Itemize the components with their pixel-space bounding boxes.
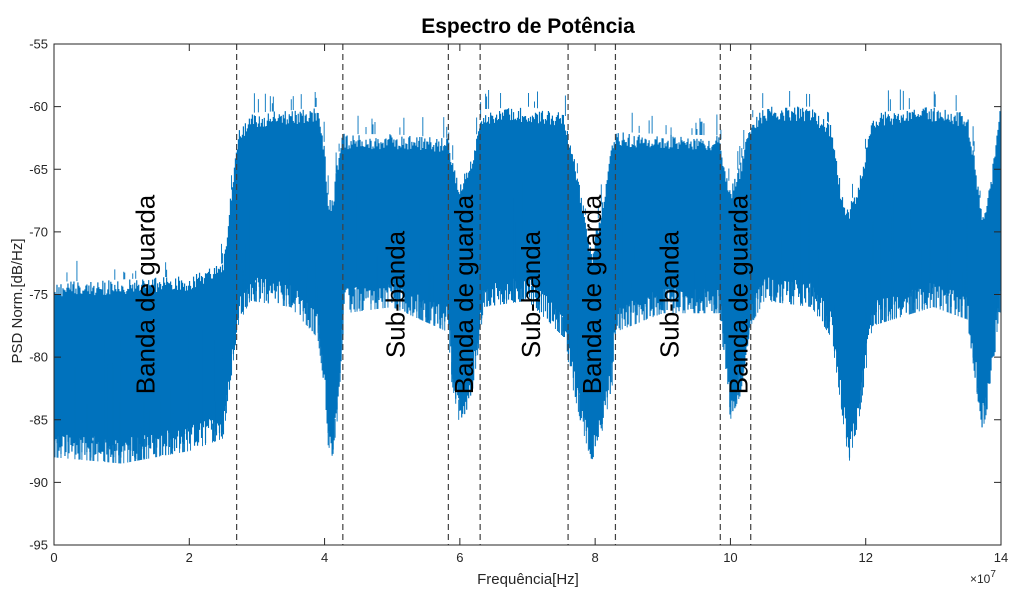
band-annotation-label: Sub-banda <box>381 230 411 358</box>
y-tick-label: -70 <box>29 224 48 239</box>
x-tick-label: 6 <box>456 550 463 565</box>
y-tick-label: -55 <box>29 37 48 52</box>
y-tick-label: -80 <box>29 350 48 365</box>
band-annotations: Banda de guarda Sub-banda Banda de guarda S… <box>130 194 753 394</box>
band-divider-lines <box>236 44 752 545</box>
band-annotation-label: Sub-banda <box>655 230 685 358</box>
x-tick-label: 12 <box>858 550 872 565</box>
y-tick-label: -65 <box>29 162 48 177</box>
plot-area <box>54 89 1001 464</box>
x-tick-label: 10 <box>723 550 737 565</box>
x-tick-label: 8 <box>592 550 599 565</box>
chart-title: Espectro de Potência <box>421 15 635 38</box>
band-annotation-label: Banda de guarda <box>577 194 607 394</box>
y-tick-label: -75 <box>29 287 48 302</box>
band-annotation-label: Banda de guarda <box>449 194 479 394</box>
y-tick-label: -90 <box>29 475 48 490</box>
x-tick-label: 2 <box>186 550 193 565</box>
x-axis-scale-exponent: 7 <box>990 569 996 580</box>
x-axis-scale-base: ×10 <box>970 572 991 586</box>
x-axis-label: Frequência[Hz] <box>477 571 579 588</box>
spectrum-spike-line <box>54 89 1001 464</box>
x-tick-label: 0 <box>50 550 57 565</box>
axes: 0 2 4 6 8 10 12 14 -95 -90 -85 -80 -75 -70 -65 -60 -55 <box>29 37 1008 566</box>
y-tick-label: -85 <box>29 412 48 427</box>
x-tick-label: 14 <box>994 550 1008 565</box>
y-axis-label: PSD Norm.[dB/Hz] <box>9 238 26 363</box>
x-tick-label: 4 <box>321 550 328 565</box>
y-tick-label: -95 <box>29 538 48 553</box>
x-axis-scale-factor: ×107 <box>970 569 996 586</box>
spectrum-series <box>54 89 1001 464</box>
band-annotation-label: Sub-banda <box>516 230 546 358</box>
spectrum-core-line <box>54 106 1001 462</box>
y-tick-label: -60 <box>29 99 48 114</box>
band-annotation-label: Banda de guarda <box>724 194 754 394</box>
band-annotation-label: Banda de guarda <box>130 194 160 394</box>
